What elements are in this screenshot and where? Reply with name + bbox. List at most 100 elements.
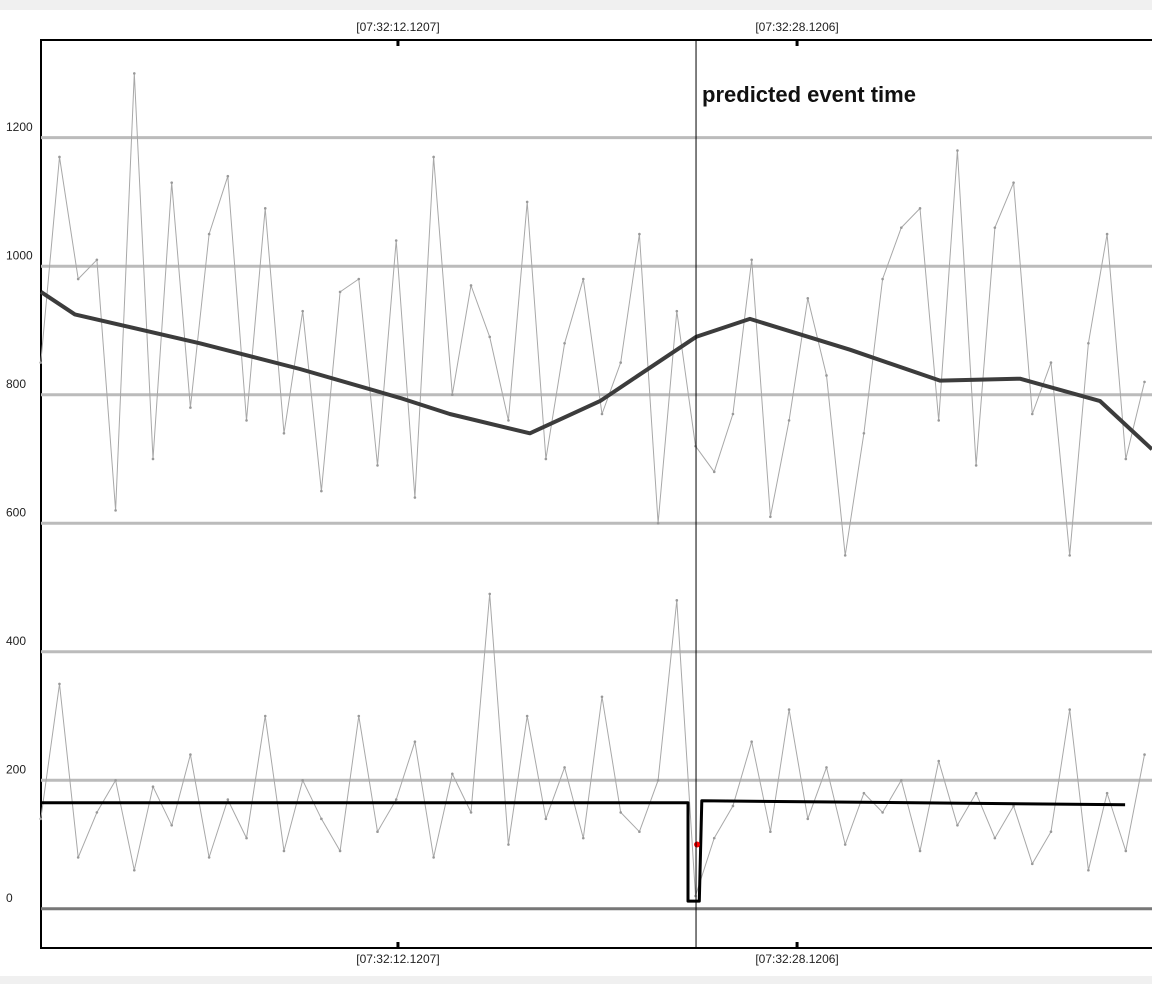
sample-point — [263, 714, 267, 718]
sample-point — [1105, 791, 1109, 795]
sample-point — [170, 823, 174, 827]
sample-point — [376, 830, 379, 833]
sample-point — [432, 155, 435, 159]
sample-point — [39, 361, 43, 364]
sample-point — [132, 72, 136, 75]
sample-point — [226, 798, 230, 801]
sample-point — [750, 258, 753, 262]
sample-point — [918, 207, 922, 210]
sample-point — [301, 309, 304, 313]
sample-point — [937, 759, 941, 763]
sample-point — [1124, 849, 1128, 853]
sample-point — [432, 856, 435, 859]
sample-point — [993, 226, 997, 229]
x-tick-label-top: [07:32:12.1207] — [356, 20, 439, 34]
sample-point — [937, 419, 941, 422]
plot-area — [40, 39, 1152, 949]
sample-point — [769, 830, 772, 833]
sample-point — [1087, 868, 1090, 872]
sample-point — [581, 277, 585, 281]
sample-point — [76, 277, 80, 281]
sample-point — [114, 509, 117, 512]
sample-point — [1012, 804, 1015, 808]
sample-point — [207, 232, 211, 236]
sample-point — [806, 297, 810, 300]
sample-point — [974, 791, 978, 795]
sample-point — [320, 817, 323, 821]
sample-point — [1143, 753, 1146, 756]
sample-point — [245, 836, 248, 840]
sample-point — [638, 232, 641, 236]
sample-point — [544, 817, 548, 821]
sample-point — [675, 599, 679, 602]
sample-point — [600, 412, 604, 416]
sample-point — [956, 823, 959, 827]
sample-point — [900, 778, 903, 782]
sample-point — [507, 419, 510, 422]
sample-point — [301, 778, 304, 782]
sample-point — [263, 207, 267, 210]
sample-point — [58, 682, 61, 686]
sample-point — [675, 309, 679, 313]
sample-point — [918, 849, 922, 853]
series-line — [39, 290, 1152, 451]
sample-point — [469, 284, 473, 287]
sample-point — [712, 470, 716, 474]
sample-point — [1087, 342, 1090, 345]
sample-point — [469, 811, 473, 814]
sample-point — [619, 811, 622, 814]
sample-point — [132, 868, 136, 872]
sample-point — [413, 740, 417, 744]
annotation: predicted event time — [702, 82, 916, 107]
sample-point — [1068, 708, 1071, 711]
sample-point — [638, 830, 641, 833]
sample-point — [282, 431, 286, 435]
series-line — [40, 72, 1145, 556]
sample-point — [974, 464, 978, 467]
sample-point — [338, 849, 342, 853]
sample-point — [787, 419, 791, 422]
sample-point — [151, 457, 155, 461]
sample-point — [1143, 380, 1146, 384]
sample-point — [881, 811, 884, 814]
sample-point — [394, 239, 398, 242]
sample-point — [843, 843, 847, 846]
sample-point — [806, 817, 810, 821]
sample-point — [1105, 232, 1109, 236]
sample-point — [320, 489, 323, 493]
sample-point — [956, 149, 959, 152]
sample-point — [95, 258, 99, 262]
sample-point — [563, 342, 566, 345]
sample-point — [189, 753, 192, 756]
y-tick-label: 1200 — [6, 120, 33, 134]
y-tick-label: 800 — [6, 377, 26, 391]
y-tick-label: 200 — [6, 762, 26, 776]
sample-point — [114, 778, 117, 782]
sample-point — [488, 592, 492, 596]
sample-point — [525, 714, 529, 718]
sample-point — [39, 817, 43, 821]
sample-point — [619, 361, 622, 364]
sample-point — [862, 431, 866, 435]
y-tick-label: 600 — [6, 505, 26, 519]
sample-point — [451, 772, 454, 776]
sample-point — [76, 856, 80, 859]
sample-point — [712, 836, 716, 840]
sample-point — [95, 811, 99, 814]
sample-point — [1124, 457, 1128, 461]
x-tick-label-bottom: [07:32:12.1207] — [356, 952, 439, 966]
sample-point — [376, 464, 379, 467]
sample-point — [787, 708, 791, 711]
sample-point — [488, 335, 492, 339]
sample-point — [656, 778, 660, 782]
sample-point — [731, 804, 735, 808]
x-tick-label-bottom: [07:32:28.1206] — [755, 952, 838, 966]
sample-point — [394, 798, 398, 801]
y-tick-label: 400 — [6, 634, 26, 648]
sample-point — [525, 200, 529, 204]
sample-point — [900, 226, 903, 229]
sample-point — [600, 695, 604, 699]
sample-point — [338, 290, 342, 294]
sample-point — [507, 843, 510, 846]
